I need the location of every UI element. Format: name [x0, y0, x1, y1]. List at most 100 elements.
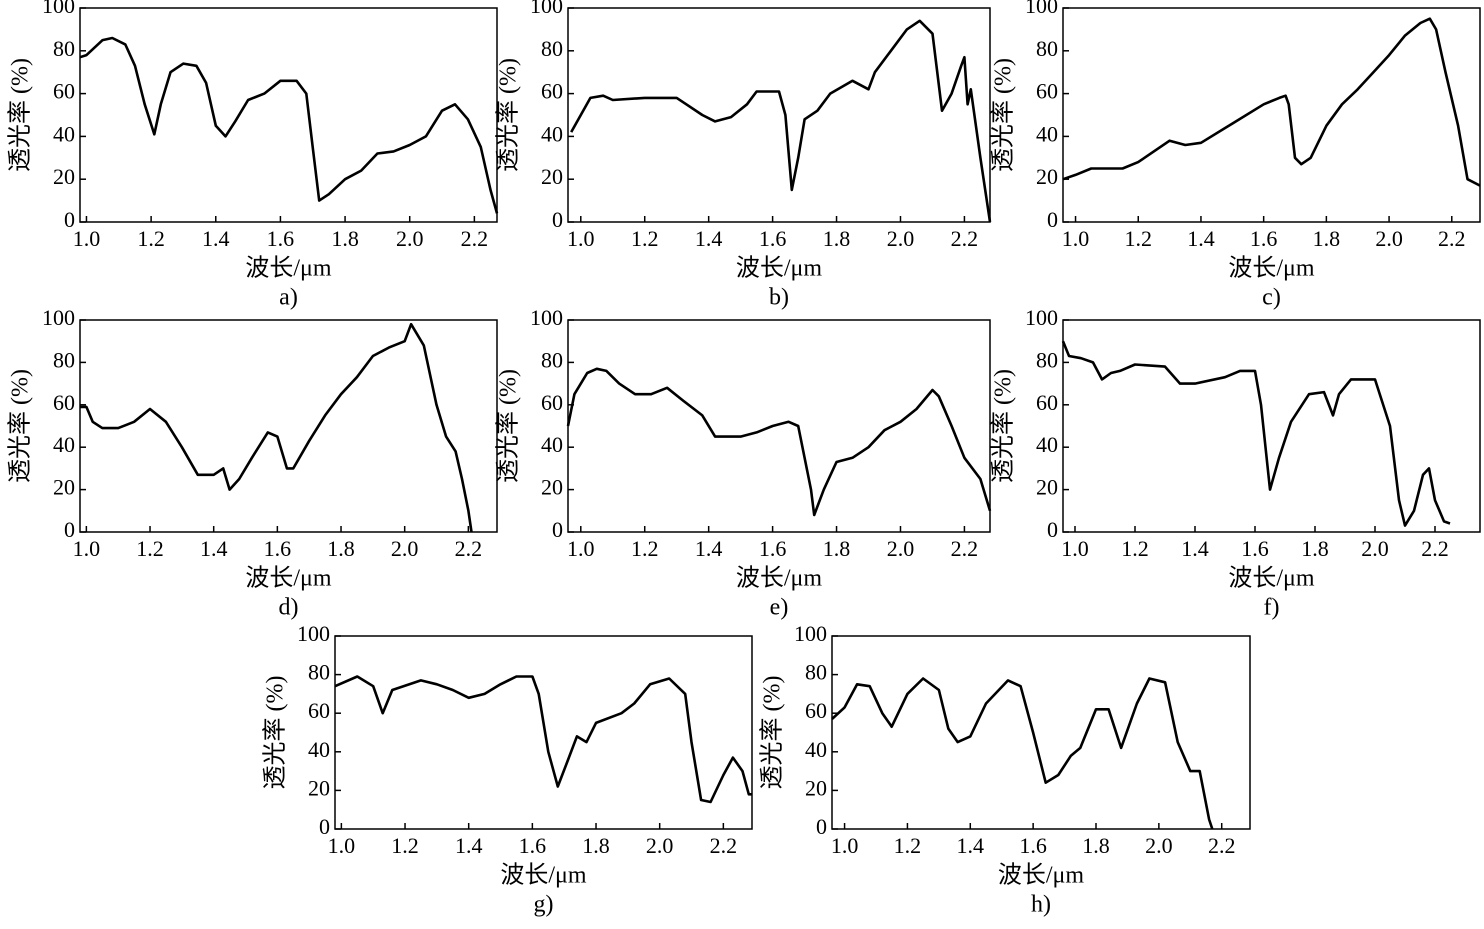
x-tick-label: 1.0 [328, 833, 356, 858]
x-tick-label: 1.2 [137, 226, 165, 251]
x-tick-label: 1.0 [567, 536, 595, 561]
plot-frame [79, 7, 498, 223]
data-line [334, 675, 752, 804]
data-line [1062, 17, 1481, 187]
x-tick-label: 2.2 [1438, 226, 1466, 251]
y-tick-label: 100 [794, 621, 827, 646]
x-tick-label: 1.4 [695, 226, 723, 251]
caption: c) [1262, 285, 1281, 311]
y-tick-label: 40 [1036, 432, 1058, 457]
y-tick-label: 100 [297, 621, 330, 646]
plot-frame [831, 635, 1251, 830]
x-tick-label: 2.2 [1421, 536, 1449, 561]
x-tick-label: 1.0 [73, 536, 101, 561]
chart: 0 20 40 60 80 100 1.0 1.2 1.4 1.6 1.8 2.0 2.2 波长/μm h)… [759, 621, 1251, 918]
x-tick-label: 1.0 [1062, 226, 1090, 251]
x-tick-label: 1.4 [202, 226, 230, 251]
y-tick-label: 20 [1036, 475, 1058, 500]
y-tick-label: 40 [53, 121, 75, 146]
y-tick-label: 20 [541, 475, 563, 500]
x-tick-label: 1.8 [823, 536, 851, 561]
x-tick-label: 2.0 [646, 833, 674, 858]
y-tick-label: 0 [64, 517, 75, 542]
y-tick-label: 80 [1036, 347, 1058, 372]
x-tick-label: 1.2 [894, 833, 922, 858]
y-tick-label: 100 [1025, 305, 1058, 330]
y-tick-label: 60 [308, 698, 330, 723]
x-tick-label: 1.6 [264, 536, 292, 561]
chart: 0 20 40 60 80 100 1.0 1.2 1.4 1.6 1.8 2.0 2.2 波长/μm f)… [990, 305, 1481, 621]
x-axis-label: 波长/μm [1228, 255, 1315, 282]
plot-frame [334, 635, 753, 830]
chart: 0 20 40 60 80 100 1.0 1.2 1.4 1.6 1.8 2.0 2.2 波长/μm a)… [7, 0, 499, 311]
data-line [80, 322, 473, 533]
y-tick-label: 60 [53, 390, 75, 415]
plot-frame [79, 319, 498, 533]
x-tick-label: 1.4 [695, 536, 723, 561]
x-axis-label: 波长/μm [245, 565, 332, 592]
chart: 0 20 40 60 80 100 1.0 1.2 1.4 1.6 1.8 2.0 2.2 波长/μm b)… [495, 0, 992, 311]
x-tick-label: 1.8 [331, 226, 359, 251]
x-tick-label: 2.2 [951, 536, 979, 561]
x-tick-label: 1.6 [759, 536, 787, 561]
caption: h) [1031, 892, 1051, 918]
y-tick-label: 60 [805, 698, 827, 723]
plot-frame [1062, 319, 1481, 533]
x-tick-label: 2.2 [1208, 833, 1236, 858]
y-tick-label: 0 [1047, 517, 1058, 542]
x-tick-label: 2.2 [455, 536, 483, 561]
y-tick-label: 60 [53, 79, 75, 104]
x-axis-label: 波长/μm [245, 255, 332, 282]
x-tick-label: 1.2 [391, 833, 419, 858]
x-tick-label: 2.0 [887, 536, 915, 561]
x-tick-label: 1.2 [136, 536, 164, 561]
x-tick-label: 2.2 [710, 833, 738, 858]
y-tick-label: 60 [1036, 79, 1058, 104]
caption: d) [279, 595, 299, 621]
x-tick-label: 1.6 [267, 226, 295, 251]
x-axis-label: 波长/μm [736, 255, 823, 282]
x-axis-label: 波长/μm [1228, 565, 1315, 592]
y-tick-label: 40 [541, 432, 563, 457]
y-tick-label: 80 [308, 660, 330, 685]
x-tick-label: 2.0 [391, 536, 419, 561]
chart: 0 20 40 60 80 100 1.0 1.2 1.4 1.6 1.8 2.0 2.2 波长/μm c)… [990, 0, 1481, 311]
data-line [79, 36, 499, 214]
y-tick-label: 20 [53, 475, 75, 500]
x-tick-label: 2.0 [396, 226, 424, 251]
x-tick-label: 1.8 [1301, 536, 1329, 561]
y-tick-label: 80 [53, 347, 75, 372]
y-tick-label: 60 [541, 79, 563, 104]
y-axis-label: 透光率 (%) [7, 58, 34, 172]
x-tick-label: 2.0 [1375, 226, 1403, 251]
y-tick-label: 0 [816, 814, 827, 839]
data-line [831, 677, 1214, 830]
x-axis-label: 波长/μm [500, 862, 587, 889]
y-tick-label: 20 [541, 164, 563, 189]
x-tick-label: 1.8 [327, 536, 355, 561]
y-tick-label: 100 [42, 305, 75, 330]
x-tick-label: 1.0 [73, 226, 101, 251]
x-tick-label: 1.6 [519, 833, 547, 858]
x-tick-label: 1.2 [1121, 536, 1149, 561]
y-tick-label: 40 [308, 737, 330, 762]
chart: 0 20 40 60 80 100 1.0 1.2 1.4 1.6 1.8 2.0 2.2 波长/μm e)… [495, 305, 992, 621]
y-tick-label: 40 [1036, 121, 1058, 146]
caption: e) [770, 595, 789, 621]
chart: 0 20 40 60 80 100 1.0 1.2 1.4 1.6 1.8 2.0 2.2 波长/μm g)… [262, 621, 753, 918]
caption: a) [279, 285, 298, 311]
y-tick-label: 80 [541, 36, 563, 61]
y-tick-label: 80 [1036, 36, 1058, 61]
y-axis-label: 透光率 (%) [495, 369, 522, 483]
x-tick-label: 1.0 [567, 226, 595, 251]
y-tick-label: 20 [308, 775, 330, 800]
y-axis-label: 透光率 (%) [759, 676, 786, 790]
plot-frame [1062, 7, 1481, 223]
y-tick-label: 40 [53, 432, 75, 457]
y-tick-label: 100 [530, 305, 563, 330]
y-tick-label: 80 [541, 347, 563, 372]
x-tick-label: 1.8 [1082, 833, 1110, 858]
x-tick-label: 1.6 [1250, 226, 1278, 251]
y-tick-label: 20 [805, 775, 827, 800]
